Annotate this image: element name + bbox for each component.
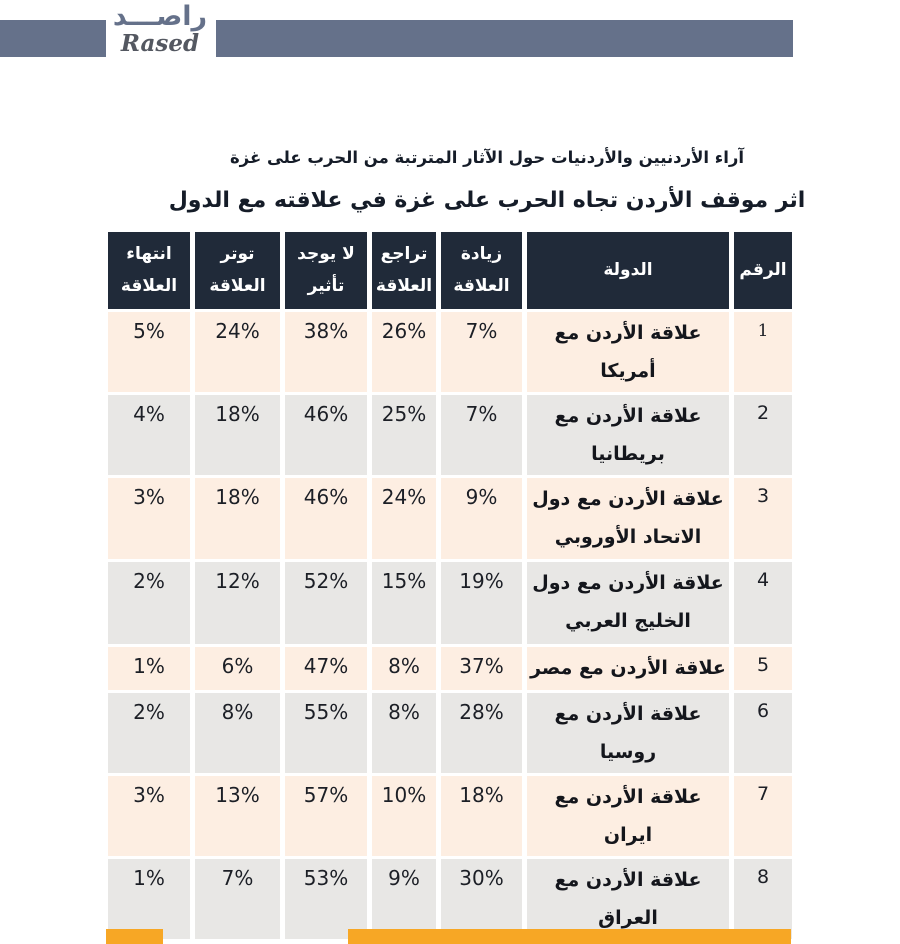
value-cell: 37% — [441, 647, 522, 690]
table-row: 5 علاقة الأردن مع مصر 37% 8% 47% 6% 1% — [108, 647, 792, 690]
value-cell: 24% — [372, 478, 436, 559]
header-cell-num: الرقم — [734, 232, 792, 309]
table-row: 6 علاقة الأردن مع روسيا 28% 8% 55% 8% 2% — [108, 693, 792, 773]
value-cell: 53% — [285, 859, 367, 939]
row-number-cell: 8 — [734, 859, 792, 939]
value-cell: 28% — [441, 693, 522, 773]
value-cell: 18% — [195, 395, 280, 475]
value-cell: 19% — [441, 562, 522, 644]
value-cell: 26% — [372, 312, 436, 392]
row-number-cell: 4 — [734, 562, 792, 644]
country-cell: علاقة الأردن مع مصر — [527, 647, 729, 690]
value-cell: 18% — [441, 776, 522, 856]
country-cell: علاقة الأردن مع دول الخليج العربي — [527, 562, 729, 644]
table-row: 3 علاقة الأردن مع دول الاتحاد الأوروبي 9… — [108, 478, 792, 559]
value-cell: 18% — [195, 478, 280, 559]
value-cell: 5% — [108, 312, 190, 392]
value-cell: 46% — [285, 478, 367, 559]
value-cell: 9% — [372, 859, 436, 939]
value-cell: 7% — [195, 859, 280, 939]
value-cell: 9% — [441, 478, 522, 559]
value-cell: 7% — [441, 312, 522, 392]
logo-latin-text: Rased — [120, 30, 200, 57]
value-cell: 2% — [108, 562, 190, 644]
row-number-cell: 7 — [734, 776, 792, 856]
relations-table: الرقم الدولة زيادة العلاقة تراجع العلاقة… — [103, 229, 797, 942]
value-cell: 1% — [108, 859, 190, 939]
value-cell: 4% — [108, 395, 190, 475]
logo-arabic-text: راصـــد — [112, 1, 208, 32]
value-cell: 55% — [285, 693, 367, 773]
country-cell: علاقة الأردن مع روسيا — [527, 693, 729, 773]
value-cell: 25% — [372, 395, 436, 475]
value-cell: 8% — [372, 693, 436, 773]
value-cell: 1% — [108, 647, 190, 690]
row-number-cell: 6 — [734, 693, 792, 773]
country-cell: علاقة الأردن مع دول الاتحاد الأوروبي — [527, 478, 729, 559]
value-cell: 30% — [441, 859, 522, 939]
header-cell-end: انتهاء العلاقة — [108, 232, 190, 309]
table-header-row: الرقم الدولة زيادة العلاقة تراجع العلاقة… — [108, 232, 792, 309]
header-cell-none: لا يوجد تأثير — [285, 232, 367, 309]
value-cell: 24% — [195, 312, 280, 392]
footer-accent-small — [106, 929, 163, 944]
footer-accent-large — [348, 929, 791, 944]
value-cell: 3% — [108, 478, 190, 559]
rased-logo: راصـــد Rased — [102, 0, 218, 56]
value-cell: 10% — [372, 776, 436, 856]
brand-bar-right — [216, 20, 793, 57]
value-cell: 6% — [195, 647, 280, 690]
country-cell: علاقة الأردن مع العراق — [527, 859, 729, 939]
header-cell-decline: تراجع العلاقة — [372, 232, 436, 309]
header-cell-tension: توتر العلاقة — [195, 232, 280, 309]
row-number-cell: 3 — [734, 478, 792, 559]
value-cell: 15% — [372, 562, 436, 644]
table-row: 8 علاقة الأردن مع العراق 30% 9% 53% 7% 1… — [108, 859, 792, 939]
value-cell: 57% — [285, 776, 367, 856]
row-number-cell: 1 — [734, 312, 792, 392]
country-cell: علاقة الأردن مع ايران — [527, 776, 729, 856]
value-cell: 46% — [285, 395, 367, 475]
value-cell: 2% — [108, 693, 190, 773]
country-cell: علاقة الأردن مع أمريكا — [527, 312, 729, 392]
value-cell: 13% — [195, 776, 280, 856]
value-cell: 8% — [195, 693, 280, 773]
value-cell: 3% — [108, 776, 190, 856]
table-row: 1 علاقة الأردن مع أمريكا 7% 26% 38% 24% … — [108, 312, 792, 392]
header-cell-increase: زيادة العلاقة — [441, 232, 522, 309]
value-cell: 12% — [195, 562, 280, 644]
header-cell-country: الدولة — [527, 232, 729, 309]
country-cell: علاقة الأردن مع بريطانيا — [527, 395, 729, 475]
brand-bar-left — [0, 20, 106, 57]
survey-subtitle: آراء الأردنيين والأردنيات حول الآثار الم… — [229, 148, 745, 167]
value-cell: 8% — [372, 647, 436, 690]
table-row: 7 علاقة الأردن مع ايران 18% 10% 57% 13% … — [108, 776, 792, 856]
table-row: 2 علاقة الأردن مع بريطانيا 7% 25% 46% 18… — [108, 395, 792, 475]
value-cell: 52% — [285, 562, 367, 644]
value-cell: 7% — [441, 395, 522, 475]
value-cell: 47% — [285, 647, 367, 690]
value-cell: 38% — [285, 312, 367, 392]
row-number-cell: 5 — [734, 647, 792, 690]
page-title: اثر موقف الأردن تجاه الحرب على غزة في عل… — [168, 188, 806, 213]
row-number-cell: 2 — [734, 395, 792, 475]
table-row: 4 علاقة الأردن مع دول الخليج العربي 19% … — [108, 562, 792, 644]
